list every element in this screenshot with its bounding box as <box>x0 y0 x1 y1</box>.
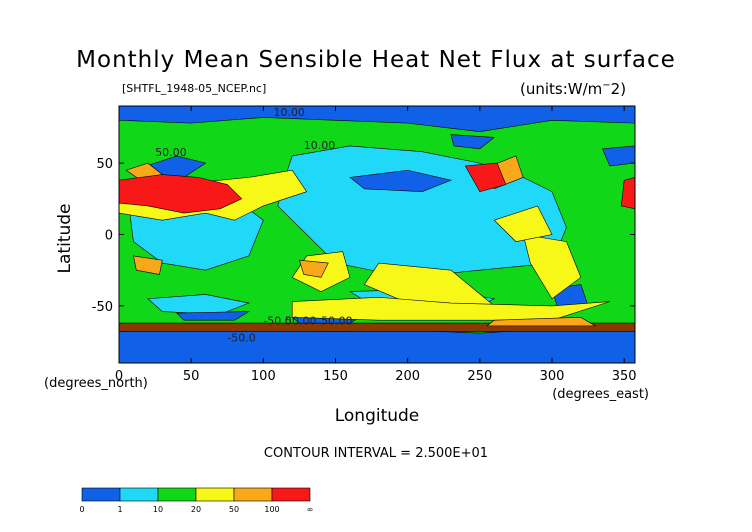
colorbar-label: 1 <box>117 505 122 514</box>
x-tick-label: 100 <box>251 369 276 384</box>
australia-orange <box>299 259 329 278</box>
colorbar-swatch <box>233 487 273 502</box>
colorbar-label: 50 <box>229 505 239 514</box>
units-label: (units:W/m−2) <box>520 80 627 98</box>
contour-label: 10.00 <box>304 139 336 152</box>
x-tick-label: 300 <box>540 369 565 384</box>
y-tick-label: 50 <box>96 157 113 172</box>
colorbar-label: 20 <box>191 505 201 514</box>
contour-label: -50.0 <box>227 332 255 345</box>
sahara-arabia-red <box>119 174 243 214</box>
southern-africa-orange <box>133 255 163 275</box>
chart-title: Monthly Mean Sensible Heat Net Flux at s… <box>76 47 676 73</box>
south-indian-cyan <box>147 294 250 315</box>
arctic-band <box>119 106 635 133</box>
blue-patch-2 <box>349 169 452 192</box>
colorbar-label: 10 <box>153 505 163 514</box>
western-us-red <box>464 162 507 193</box>
antarctic-orange <box>486 317 597 327</box>
x-tick-label: 350 <box>612 369 637 384</box>
colorbar: 0 1 10 20 50 100 ∞ <box>79 487 314 514</box>
x-tick-label: 150 <box>323 369 348 384</box>
contour-label: 50.00 <box>285 314 317 327</box>
contour-label: 50.00 <box>321 314 353 327</box>
blue-patch-7 <box>602 145 635 167</box>
x-tick-label: 50 <box>183 369 200 384</box>
contour-label: -50.0 <box>263 314 291 327</box>
colorbar-swatch <box>195 487 235 502</box>
blue-patch-5 <box>176 311 251 321</box>
contour-label: 10.00 <box>273 106 305 119</box>
axes: 0 50 100 150 200 250 300 350 50 0 -50 Longitude Lati… <box>44 106 649 426</box>
x-tick-label: 250 <box>467 369 492 384</box>
x-tick-label: 200 <box>395 369 420 384</box>
chart-subtitle: [SHTFL_1948-05_NCEP.nc] <box>122 82 267 95</box>
colorbar-swatch <box>157 487 197 502</box>
contour-interval: CONTOUR INTERVAL = 2.500E+01 <box>263 446 489 461</box>
west-africa-red <box>620 177 635 210</box>
y-unit-label: (degrees_north) <box>44 376 148 391</box>
antarctic-band <box>119 328 635 363</box>
x-axis-label: Longitude <box>335 406 420 426</box>
colorbar-swatch <box>119 487 159 502</box>
colorbar-label: 100 <box>264 505 279 514</box>
colorbar-label: 0 <box>79 505 84 514</box>
contour-label: 50.00 <box>155 146 187 159</box>
y-tick-label: -50 <box>92 300 113 315</box>
x-unit-label: (degrees_east) <box>552 387 649 402</box>
central-america-yellow <box>493 205 553 242</box>
colorbar-swatch <box>81 487 121 502</box>
y-tick-label: 0 <box>105 229 113 244</box>
blue-patch-4 <box>450 134 496 150</box>
y-axis-label: Latitude <box>55 204 75 274</box>
south-america-yellow <box>522 234 582 300</box>
southern-ocean-yellow <box>291 297 610 321</box>
colorbar-label: ∞ <box>307 505 314 514</box>
x-tick-label: 0 <box>115 369 123 384</box>
colorbar-swatch <box>271 487 311 502</box>
